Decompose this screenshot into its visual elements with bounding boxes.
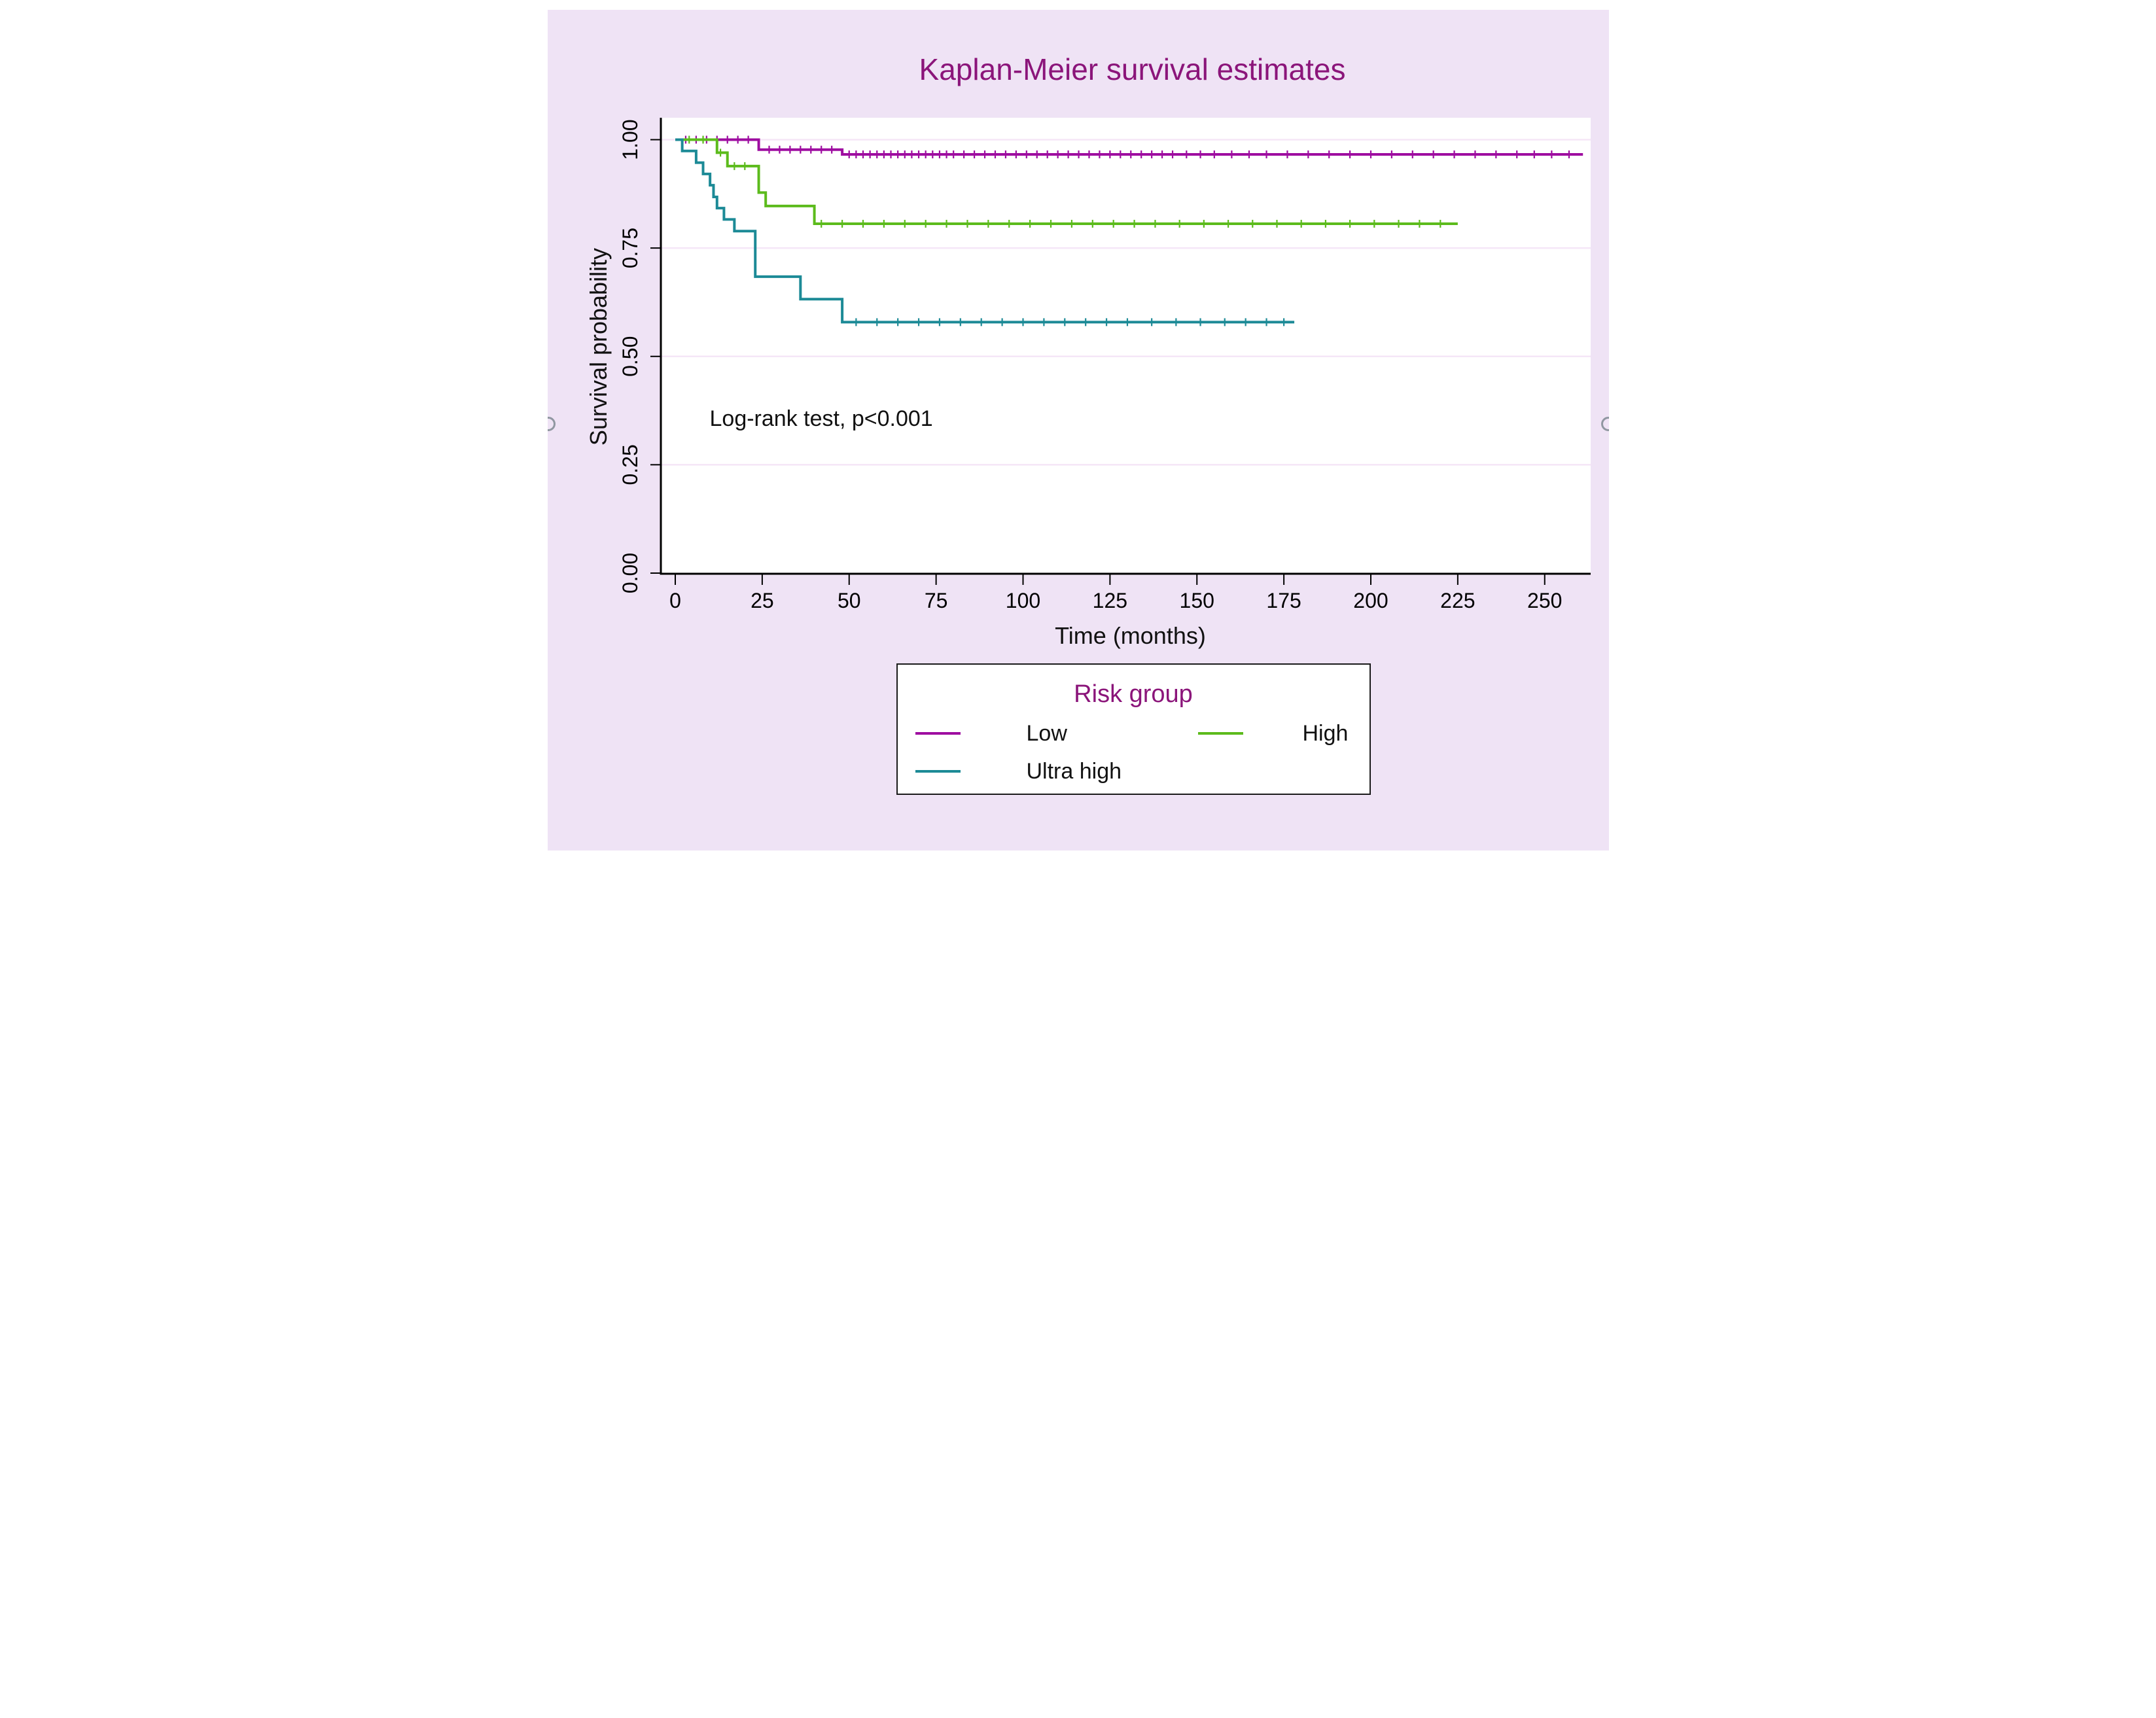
right-edge-arrow-fragment-icon bbox=[1600, 417, 1609, 431]
y-tick-label: 1.00 bbox=[622, 119, 642, 160]
screenshot-stage: Kaplan-Meier survival estimates 0 25 50 75 1… bbox=[539, 0, 1617, 859]
x-tick-label: 100 bbox=[1005, 589, 1040, 612]
y-tick-label: 0.50 bbox=[622, 336, 642, 377]
x-tick-label: 50 bbox=[837, 589, 860, 612]
logrank-annotation: Log-rank test, p<0.001 bbox=[709, 406, 933, 431]
plot-background bbox=[660, 118, 1591, 574]
x-tick-label: 125 bbox=[1092, 589, 1127, 612]
legend-swatch-high bbox=[1197, 732, 1243, 735]
legend-swatch-low bbox=[915, 732, 961, 735]
left-edge-arrow-fragment-icon bbox=[547, 417, 556, 431]
x-tick-label: 150 bbox=[1179, 589, 1214, 612]
x-tick-label: 175 bbox=[1266, 589, 1301, 612]
x-tick-label: 200 bbox=[1353, 589, 1388, 612]
y-tick-label: 0.25 bbox=[622, 444, 642, 485]
km-curve-ultra-high bbox=[675, 138, 1294, 324]
x-tick-label: 225 bbox=[1440, 589, 1475, 612]
x-tick-label: 75 bbox=[924, 589, 947, 612]
x-tick-label: 25 bbox=[751, 589, 774, 612]
y-tick-label: 0.75 bbox=[622, 228, 642, 268]
x-axis-title: Time (months) bbox=[1055, 622, 1206, 649]
legend-swatch-ultra-high bbox=[915, 770, 961, 773]
figure-canvas: Kaplan-Meier survival estimates 0 25 50 75 1… bbox=[547, 10, 1609, 850]
km-curve-high bbox=[675, 138, 1458, 226]
legend-label-low: Low bbox=[1026, 721, 1067, 746]
y-tick-label: 0.00 bbox=[622, 553, 642, 593]
chart-title: Kaplan-Meier survival estimates bbox=[919, 52, 1346, 86]
legend-box: Risk group Low High Ultra high bbox=[896, 663, 1371, 795]
legend-label-high: High bbox=[1302, 721, 1349, 746]
legend-label-ultra-high: Ultra high bbox=[1026, 759, 1122, 784]
x-tick-label: 250 bbox=[1527, 589, 1562, 612]
y-axis-title: Survival probability bbox=[584, 247, 612, 446]
x-tick-label: 0 bbox=[669, 589, 681, 612]
legend-title: Risk group bbox=[1074, 680, 1193, 708]
km-plot-area: 0 25 50 75 100 125 150 175 200 225 250 0.00 0.25 0.50… bbox=[622, 118, 1591, 612]
